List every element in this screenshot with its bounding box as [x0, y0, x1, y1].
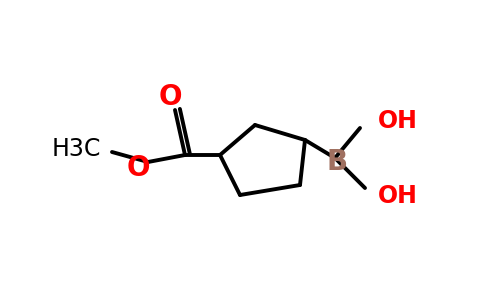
- Text: H3C: H3C: [51, 137, 101, 161]
- Text: OH: OH: [378, 184, 418, 208]
- Text: OH: OH: [378, 109, 418, 133]
- Text: O: O: [158, 83, 182, 111]
- Text: O: O: [126, 154, 150, 182]
- Text: B: B: [326, 148, 348, 176]
